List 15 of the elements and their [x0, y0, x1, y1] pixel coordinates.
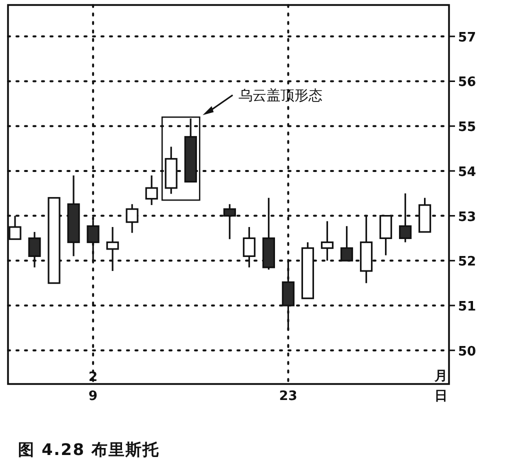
y-tick-label: 53	[458, 210, 476, 225]
x-tick-label: 23	[279, 389, 298, 404]
y-tick-label: 54	[458, 164, 476, 180]
y-tick-label: 51	[458, 300, 476, 315]
y-tick-label: 50	[458, 344, 476, 360]
y-tick-label: 52	[458, 254, 476, 270]
text: 日	[434, 389, 448, 404]
y-tick-label: 55	[458, 120, 476, 136]
candlestick	[126, 203, 138, 234]
annotation: 月	[434, 369, 448, 384]
y-tick-label: 57	[458, 30, 476, 46]
x-tick-label: 9	[88, 389, 98, 404]
caption: 图 4.28 布里斯托	[18, 440, 160, 459]
candlestick	[145, 174, 158, 206]
y-tick-label: 56	[458, 75, 476, 90]
